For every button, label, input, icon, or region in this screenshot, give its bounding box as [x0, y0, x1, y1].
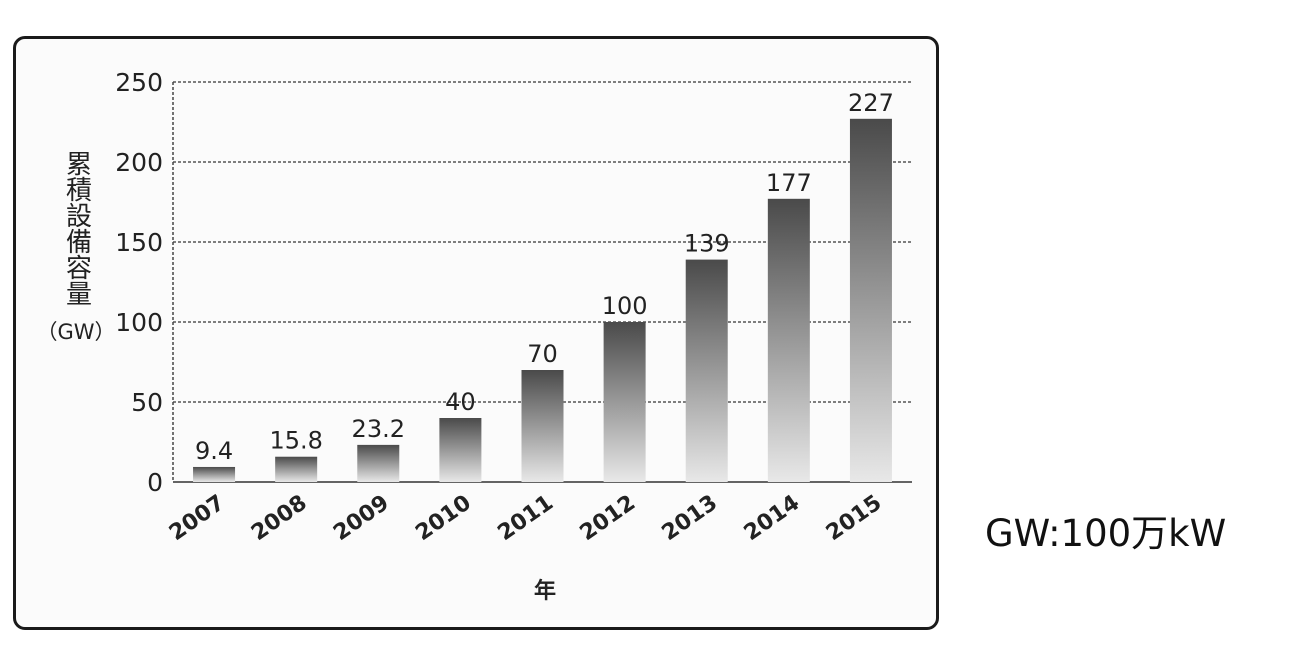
unit-note: GW:100万kW	[985, 512, 1227, 555]
data-label-2008: 15.8	[269, 427, 322, 455]
bar-2010	[439, 418, 482, 482]
y-tick-label: 200	[115, 148, 163, 177]
x-tick-label-2009: 2009	[329, 490, 393, 546]
y-axis-title-text: 累積設備容量	[61, 150, 92, 306]
data-label-2010: 40	[445, 388, 476, 416]
y-tick-label: 250	[115, 68, 163, 97]
x-tick-label-2013: 2013	[658, 490, 722, 546]
data-label-2012: 100	[602, 292, 648, 320]
data-label-2014: 177	[766, 169, 812, 197]
y-tick-label: 50	[131, 388, 163, 417]
y-tick-label: 0	[147, 468, 163, 497]
bar-2015	[849, 118, 892, 483]
data-label-2007: 9.4	[195, 437, 233, 465]
bar-2007	[193, 466, 236, 482]
data-label-2011: 70	[527, 340, 558, 368]
x-tick-label-2014: 2014	[740, 490, 804, 546]
y-tick-label: 100	[115, 308, 163, 337]
x-tick-label-2011: 2011	[493, 490, 557, 546]
bar-2011	[521, 370, 564, 482]
data-label-2009: 23.2	[352, 415, 405, 443]
data-label-2015: 227	[848, 89, 894, 117]
x-tick-label-2012: 2012	[576, 490, 640, 546]
x-axis-title: 年	[534, 578, 556, 604]
bar-2009	[357, 444, 400, 482]
bar-2012	[603, 322, 646, 482]
y-tick-label: 150	[115, 228, 163, 257]
y-axis-unit: （GW）	[36, 320, 116, 344]
data-label-2013: 139	[684, 230, 730, 258]
x-tick-label-2008: 2008	[247, 490, 311, 546]
bar-2014	[767, 198, 810, 483]
y-axis-title: 累積設備容量 （GW）	[36, 150, 116, 346]
x-tick-label-2010: 2010	[411, 490, 475, 546]
bar-2008	[275, 456, 318, 482]
x-tick-label-2015: 2015	[822, 490, 886, 546]
x-tick-label-2007: 2007	[165, 490, 229, 546]
bar-2013	[685, 259, 728, 482]
